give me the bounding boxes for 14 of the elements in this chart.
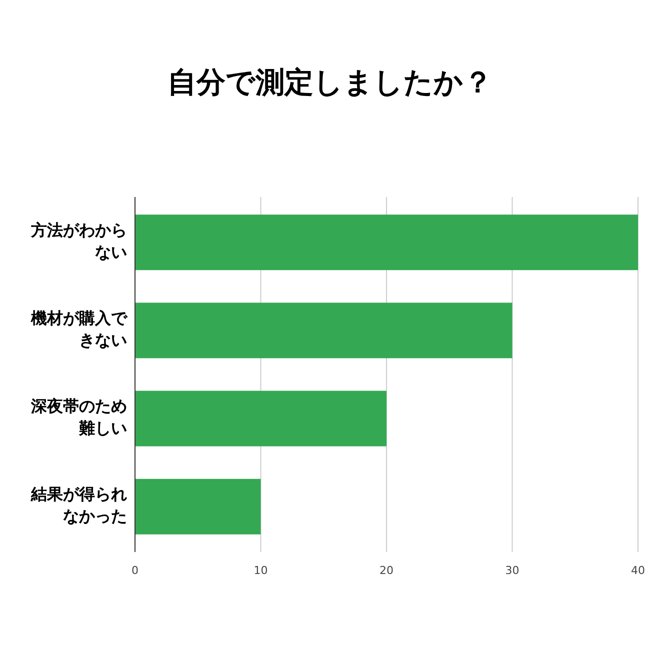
bar [135,390,386,446]
bar [135,478,261,534]
y-tick-label: 機材が購入できない [30,308,128,350]
x-tick-label: 30 [505,564,520,577]
chart-title: 自分で測定しましたか？ [168,65,492,99]
x-tick-label: 40 [631,564,645,577]
y-tick-label: 深夜帯のため難しい [30,396,127,438]
y-tick-label: 結果が得られなかった [30,485,127,526]
x-tick-label: 20 [380,564,394,577]
bar [135,214,638,270]
x-tick-label: 0 [132,564,138,577]
bar [135,302,512,358]
y-tick-label: 方法がわからない [30,220,127,262]
x-tick-label: 10 [254,564,268,577]
